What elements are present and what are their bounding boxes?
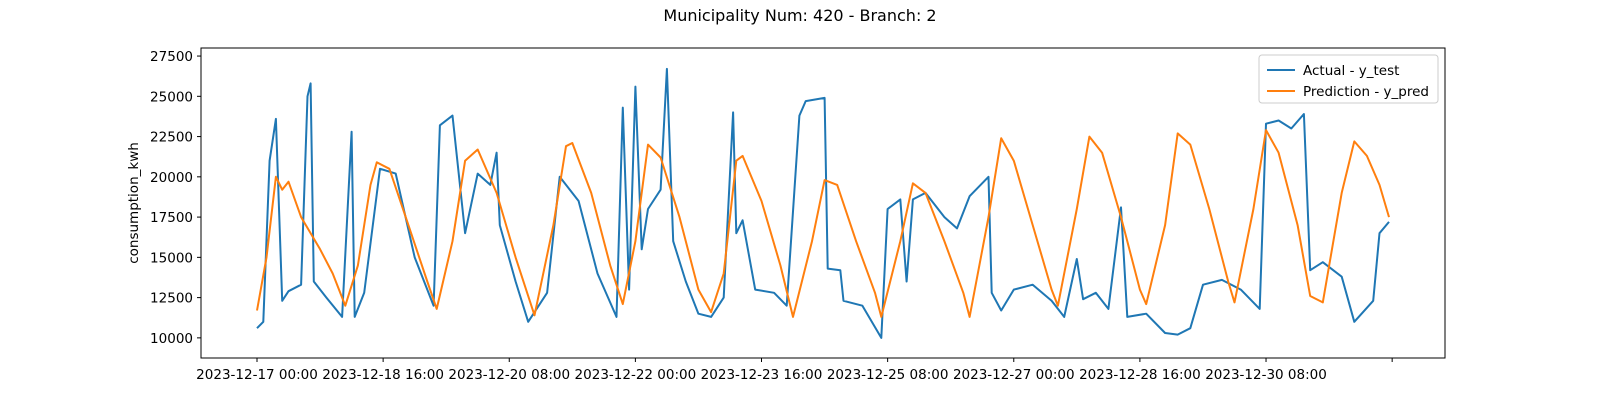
y-tick-label: 25000 <box>150 89 193 105</box>
x-tick-label: 2023-12-28 16:00 <box>1079 367 1201 383</box>
x-axis: 2023-12-17 00:00 2023-12-18 16:00 2023-12-… <box>196 358 1393 383</box>
series-layer <box>256 67 1390 339</box>
y-tick-label: 22500 <box>150 130 193 146</box>
legend-label: Actual - y_test <box>1303 63 1399 79</box>
series-line-actual <box>256 67 1390 339</box>
legend-box <box>1258 54 1439 104</box>
y-axis-label: consumption_kwh <box>126 142 142 264</box>
y-tick-label: 12500 <box>150 291 193 307</box>
x-tick-label: 2023-12-25 08:00 <box>827 367 949 383</box>
x-tick-label: 2023-12-20 08:00 <box>448 367 570 383</box>
y-tick-label: 20000 <box>150 170 193 186</box>
y-tick-label: 10000 <box>150 331 193 347</box>
legend-label: Prediction - y_pred <box>1303 84 1429 100</box>
plot-frame <box>200 47 1446 359</box>
y-tick-label: 17500 <box>150 210 193 226</box>
x-tick-label: 2023-12-23 16:00 <box>701 367 823 383</box>
x-tick-label: 2023-12-22 00:00 <box>575 367 697 383</box>
x-tick-label: 2023-12-27 00:00 <box>953 367 1075 383</box>
y-tick-label: 15000 <box>150 250 193 266</box>
x-tick-label: 2023-12-17 00:00 <box>196 367 318 383</box>
series-line-prediction <box>256 129 1390 318</box>
x-tick-label: 2023-12-18 16:00 <box>322 367 444 383</box>
legend: Actual - y_test Prediction - y_pred <box>1258 54 1439 104</box>
chart-title: Municipality Num: 420 - Branch: 2 <box>663 6 936 25</box>
y-axis: 10000 12500 15000 17500 20000 22500 25000 27500 <box>150 49 201 347</box>
x-tick-label: 2023-12-30 08:00 <box>1205 367 1327 383</box>
y-tick-label: 27500 <box>150 49 193 65</box>
